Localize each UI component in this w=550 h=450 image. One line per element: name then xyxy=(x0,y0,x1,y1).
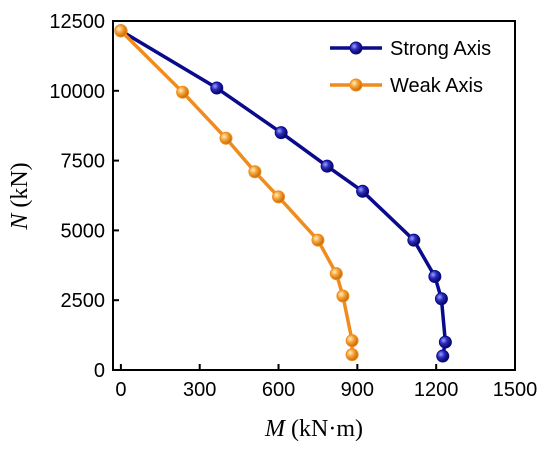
x-tick-label: 300 xyxy=(183,379,216,401)
series-line xyxy=(119,29,448,357)
data-point xyxy=(336,289,350,303)
y-axis-title: N (kN) xyxy=(7,162,33,230)
data-point xyxy=(434,292,448,306)
x-tick-label: 0 xyxy=(115,379,126,401)
y-tick-label: 7500 xyxy=(61,151,106,173)
data-point xyxy=(345,348,359,362)
x-tick-label: 600 xyxy=(262,379,295,401)
data-point xyxy=(407,233,421,247)
y-axis: 0 2500 5000 7500 10000 12500 xyxy=(49,11,119,382)
legend-swatch-marker xyxy=(349,41,363,55)
data-point xyxy=(274,126,288,140)
y-tick-label: 0 xyxy=(94,360,105,382)
legend-item: Strong Axis xyxy=(330,38,491,60)
data-point xyxy=(219,131,233,145)
data-point xyxy=(345,334,359,348)
data-point xyxy=(428,269,442,283)
data-point xyxy=(248,165,262,179)
data-point xyxy=(356,184,370,198)
y-tick-label: 2500 xyxy=(61,290,106,312)
x-axis-title: M (kN·m) xyxy=(264,416,363,442)
x-tick-label: 1500 xyxy=(493,379,538,401)
x-axis: 0 300 600 900 1200 1500 xyxy=(115,364,537,401)
legend-item: Weak Axis xyxy=(330,75,483,97)
data-point xyxy=(320,159,334,173)
y-tick-label: 10000 xyxy=(49,81,105,103)
y-tick-label: 5000 xyxy=(61,220,106,242)
y-axis-variable: N xyxy=(7,212,33,231)
y-tick-label: 12500 xyxy=(49,11,105,33)
data-point xyxy=(311,233,325,247)
x-axis-variable: M xyxy=(264,416,287,442)
legend: Strong Axis Weak Axis xyxy=(330,38,491,97)
data-point xyxy=(436,349,450,363)
legend-label: Weak Axis xyxy=(390,75,483,97)
series-1 xyxy=(114,24,359,362)
x-tick-label: 900 xyxy=(341,379,374,401)
x-tick-label: 1200 xyxy=(414,379,459,401)
data-point xyxy=(272,190,286,204)
data-point xyxy=(176,85,190,99)
data-point xyxy=(329,267,343,281)
data-point xyxy=(210,81,224,95)
series-layer xyxy=(114,24,452,363)
x-axis-unit: (kN·m) xyxy=(285,416,363,442)
y-axis-unit: (kN) xyxy=(7,162,33,213)
legend-swatch-marker xyxy=(349,78,363,92)
data-point xyxy=(438,335,452,349)
data-point xyxy=(114,24,128,38)
legend-label: Strong Axis xyxy=(390,38,491,60)
series-line xyxy=(119,29,354,355)
plot-frame xyxy=(112,20,516,371)
